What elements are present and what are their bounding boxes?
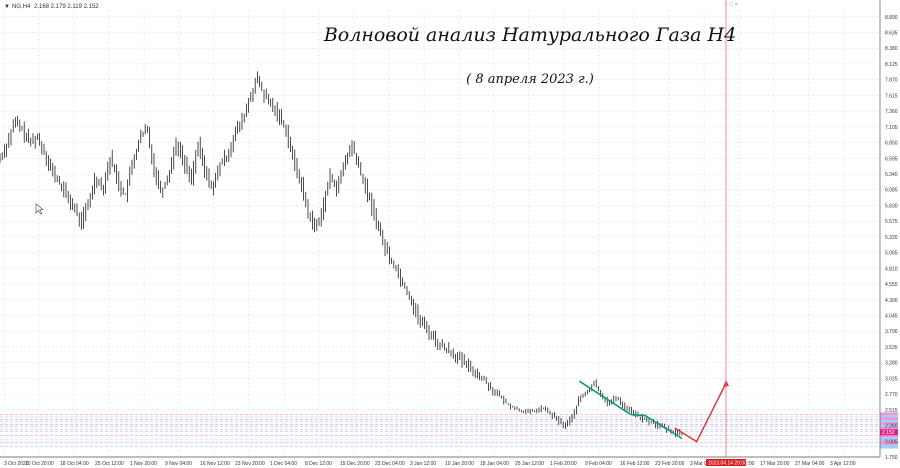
y-tick-label: 3.790 (885, 329, 898, 335)
y-tick-label: 2.515 (885, 408, 898, 414)
x-tick-label: 16 Feb 12:00 (620, 461, 650, 467)
x-tick-label: 9 Nov 04:00 (165, 461, 192, 467)
x-tick-label: 15 Dec 20:00 (340, 461, 370, 467)
x-tick-label: 3 Jan 12:00 (410, 461, 436, 467)
level-price-tag (880, 437, 898, 442)
x-tick-label: 1 Feb 20:00 (550, 461, 577, 467)
y-tick-label: 6.595 (885, 156, 898, 162)
y-tick-label: 2.260 (885, 424, 898, 430)
level-price-tag (880, 444, 898, 449)
y-tick-label: 6.085 (885, 188, 898, 194)
x-tick-label: 10 Jan 20:00 (445, 461, 474, 467)
x-tick-label: 1 Dec 04:00 (270, 461, 297, 467)
y-tick-label: 4.555 (885, 282, 898, 288)
grid (0, 10, 880, 458)
level-price-tag (880, 422, 898, 427)
y-tick-label: 4.300 (885, 298, 898, 304)
x-tick-label: 3 Oct 2022 (4, 461, 29, 467)
current-price-label: 2.152 (882, 430, 895, 436)
y-tick-label: 5.065 (885, 251, 898, 257)
x-tick-label: 16 Nov 12:00 (200, 461, 230, 467)
x-tick-label: 3 Apr 12:00 (830, 461, 856, 467)
x-tick-label: 18 Oct 04:00 (60, 461, 89, 467)
wave-markup (578, 380, 729, 443)
fib-levels (0, 412, 898, 449)
y-tick-label: 1.750 (885, 455, 898, 461)
x-tick-label: 25 Jan 12:00 (515, 461, 544, 467)
y-tick-label: 2.770 (885, 392, 898, 398)
x-tick-label: 23 Dec 04:00 (375, 461, 405, 467)
x-tick-label: 8 Dec 12:00 (305, 461, 332, 467)
x-tick-label: 3 Mar 04:00 (690, 461, 717, 467)
x-tick-label: 25 Oct 12:00 (95, 461, 124, 467)
level-price-tag (880, 433, 898, 438)
y-tick-label: 5.320 (885, 235, 898, 241)
symbol-label: NG,H4 (12, 4, 31, 10)
y-tick-label: 3.535 (885, 345, 898, 351)
current-price-tag (880, 429, 898, 436)
y-tick-label: 7.870 (885, 78, 898, 84)
x-tick-label: 17 Mar 20:00 (760, 461, 790, 467)
chart-title: Волновой анализ Натурального Газа H4 (323, 24, 736, 46)
y-tick-label: 3.025 (885, 376, 898, 382)
top-arrow-icon[interactable]: ▼ (4, 4, 10, 10)
y-tick-label: 4.810 (885, 266, 898, 272)
window-controls-icon[interactable]: ○ □ × (724, 2, 739, 8)
level-price-tag (880, 417, 898, 422)
x-tick-label: 10 Oct 20:00 (25, 461, 54, 467)
x-tick-label: 23 Nov 20:00 (235, 461, 265, 467)
x-tick-label: 27 Mar 04:00 (795, 461, 825, 467)
time-marker-tag (706, 459, 746, 466)
y-tick-label: 7.360 (885, 109, 898, 115)
candles (0, 71, 683, 438)
mouse-cursor-icon (35, 203, 44, 215)
level-price-tag (880, 419, 898, 424)
y-tick-label: 4.045 (885, 314, 898, 320)
y-tick-label: 2.005 (885, 439, 898, 445)
level-price-tag (880, 412, 898, 417)
ohlc-readout: 2.168 2.179 2.119 2.152 (34, 4, 99, 10)
x-tick-label: 18 Jan 04:00 (480, 461, 509, 467)
x-tick-label: 9 Feb 04:00 (585, 461, 612, 467)
level-price-tag (880, 414, 898, 419)
y-tick-label: 3.280 (885, 361, 898, 367)
y-tick-label: 5.575 (885, 219, 898, 225)
level-price-tag (880, 440, 898, 445)
x-tick-label: 23 Feb 20:00 (655, 461, 685, 467)
y-tick-label: 8.635 (885, 31, 898, 37)
y-tick-label: 8.125 (885, 62, 898, 68)
x-tick-label: 1 Nov 20:00 (130, 461, 157, 467)
time-marker-label: 2023.04.14 20:00 (708, 461, 747, 467)
wave-red (674, 382, 727, 443)
y-tick-label: 8.380 (885, 46, 898, 52)
y-tick-label: 8.890 (885, 15, 898, 21)
wave-green (578, 380, 683, 440)
y-tick-label: 7.615 (885, 93, 898, 99)
level-price-tag (880, 424, 898, 429)
y-tick-label: 6.340 (885, 172, 898, 178)
y-tick-label: 6.850 (885, 141, 898, 147)
y-tick-label: 5.830 (885, 203, 898, 209)
y-tick-label: 7.105 (885, 125, 898, 131)
chart-date: ( 8 апреля 2023 г.) (466, 72, 594, 87)
